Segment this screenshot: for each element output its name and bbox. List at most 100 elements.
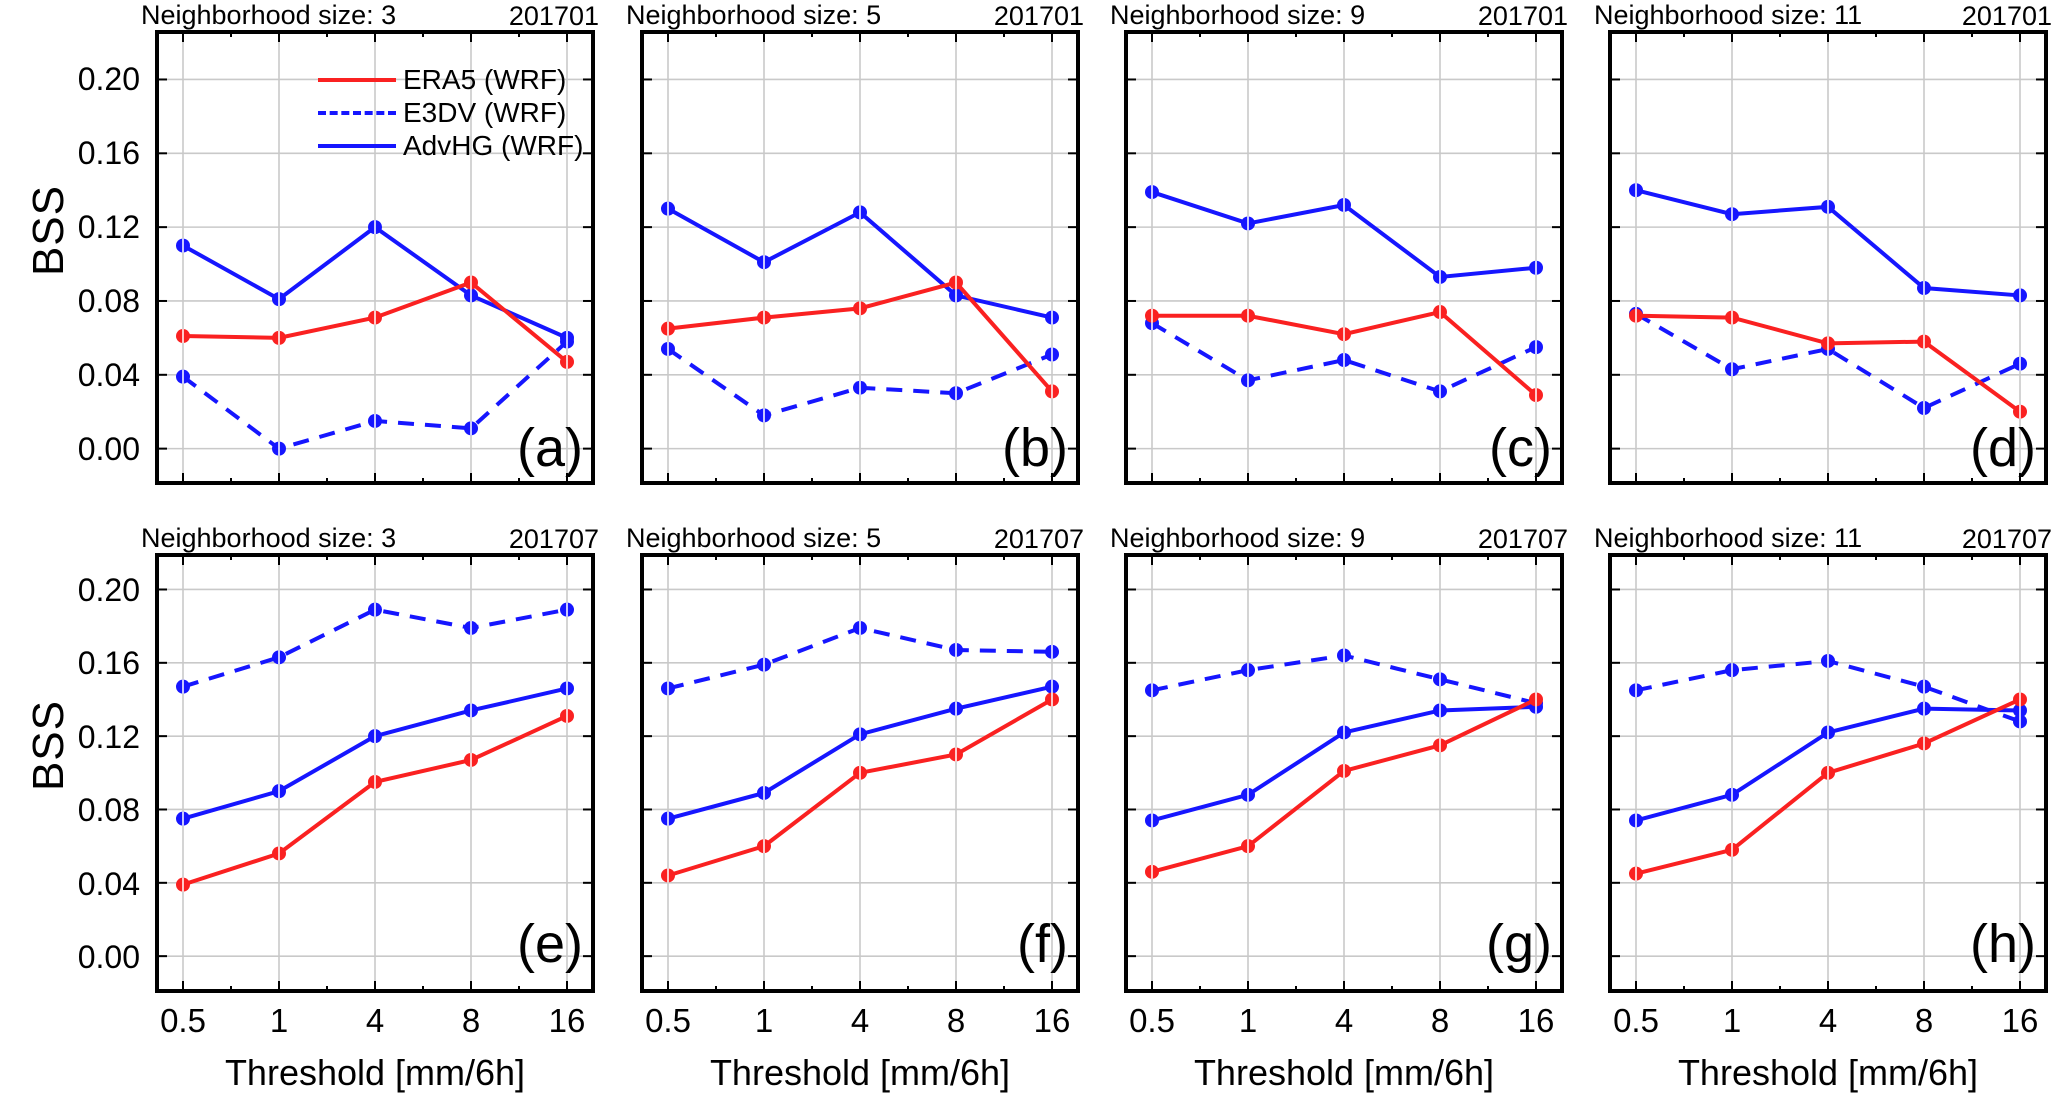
series-era5-wrf- — [176, 708, 574, 892]
plot-border — [1124, 30, 1564, 485]
y-tick-label: 0.12 — [77, 719, 140, 755]
gridlines — [640, 30, 1080, 485]
panel-title: Neighborhood size: 5 — [626, 523, 882, 553]
series-advhg-wrf- — [661, 679, 1059, 826]
panel-b: Neighborhood size: 5 201701 (b) — [626, 0, 1084, 485]
series-e3dv-wrf- — [176, 334, 574, 456]
x-tick-label: 8 — [946, 1002, 966, 1039]
series-line — [182, 607, 568, 689]
series-advhg-wrf- — [176, 681, 574, 826]
x-tick-label: 0.5 — [645, 1002, 691, 1039]
y-tick-label: 0.04 — [77, 357, 140, 393]
legend-label: ERA5 (WRF) — [403, 63, 567, 95]
legend-line-advhg — [318, 143, 396, 148]
panel-title: Neighborhood size: 3 — [141, 523, 397, 553]
plot-area-c — [1124, 30, 1564, 485]
x-axis-label: Threshold [mm/6h] — [224, 1052, 526, 1093]
panel-letter: (f) — [1017, 914, 1068, 974]
y-tick-label: 0.16 — [77, 135, 140, 171]
panel-period: 201707 — [993, 524, 1084, 554]
panel-d: Neighborhood size: 11 201701 (d) — [1594, 0, 2052, 485]
x-tick-label: 0.5 — [1129, 1002, 1175, 1039]
series-e3dv-wrf- — [661, 620, 1059, 696]
panel-a: Neighborhood size: 3 201701 ERA5 (WRF) E… — [141, 0, 599, 485]
series-advhg-wrf- — [1145, 185, 1543, 284]
y-tick-label: 0.20 — [77, 572, 140, 608]
plot-area-a — [155, 30, 595, 485]
x-tick-label: 1 — [269, 1002, 289, 1039]
legend-row: E3DV (WRF) — [318, 96, 583, 129]
panel-title: Neighborhood size: 9 — [1110, 523, 1366, 553]
series-era5-wrf- — [661, 275, 1059, 399]
x-tick-label: 1 — [754, 1002, 774, 1039]
panel-period: 201701 — [993, 1, 1084, 31]
panel-title: Neighborhood size: 5 — [626, 0, 882, 30]
plot-border — [1124, 553, 1564, 993]
panel-f: Neighborhood size: 5 201707 (f) — [626, 523, 1084, 993]
series-advhg-wrf- — [1629, 183, 2027, 303]
x-tick-label: 8 — [461, 1002, 481, 1039]
series-e3dv-wrf- — [1145, 316, 1543, 399]
x-axis-label: Threshold [mm/6h] — [1193, 1052, 1495, 1093]
series-era5-wrf- — [661, 692, 1059, 883]
series-era5-wrf- — [1629, 692, 2027, 881]
panel-letter: (g) — [1486, 914, 1552, 974]
panel-title: Neighborhood size: 9 — [1110, 0, 1366, 30]
plot-border — [640, 553, 1080, 993]
y-tick-label: 0.16 — [77, 645, 140, 681]
series-era5-wrf- — [176, 275, 574, 369]
plot-area-h — [1608, 553, 2048, 993]
legend-label: AdvHG (WRF) — [403, 129, 584, 161]
gridlines — [1124, 30, 1564, 485]
legend-line-era5 — [318, 77, 396, 82]
x-tick-label: 16 — [1517, 1002, 1555, 1039]
x-tick-label: 4 — [365, 1002, 385, 1039]
x-tick-label: 4 — [1818, 1002, 1838, 1039]
panel-letter: (d) — [1970, 418, 2036, 478]
panel-period: 201701 — [1961, 1, 2052, 31]
series-era5-wrf- — [1629, 308, 2027, 419]
panel-letter: (a) — [517, 418, 583, 478]
panel-period: 201707 — [1477, 524, 1568, 554]
legend-label: E3DV (WRF) — [403, 96, 567, 128]
series-e3dv-wrf- — [1629, 653, 2027, 729]
plot-area-f — [640, 553, 1080, 993]
plot-border — [155, 553, 595, 993]
series-e3dv-wrf- — [661, 341, 1059, 423]
x-tick-label: 1 — [1722, 1002, 1742, 1039]
series-advhg-wrf- — [1629, 701, 2027, 828]
x-tick-label: 8 — [1914, 1002, 1934, 1039]
y-tick-label: 0.12 — [77, 209, 140, 245]
y-tick-label: 0.00 — [77, 431, 140, 467]
legend-line-e3dv — [318, 110, 396, 115]
x-axis-label: Threshold [mm/6h] — [1677, 1052, 1979, 1093]
y-tick-label: 0.20 — [77, 61, 140, 97]
x-axis-label: Threshold [mm/6h] — [709, 1052, 1011, 1093]
panel-period: 201707 — [508, 524, 599, 554]
panel-title: Neighborhood size: 3 — [141, 0, 397, 30]
plot-area-g — [1124, 553, 1564, 993]
legend-row: ERA5 (WRF) — [318, 63, 583, 96]
x-tick-label: 0.5 — [1613, 1002, 1659, 1039]
series-e3dv-wrf- — [176, 602, 574, 694]
plot-area-d — [1608, 30, 2048, 485]
plot-area-e — [155, 553, 595, 993]
series-era5-wrf- — [1145, 305, 1543, 403]
gridlines — [1608, 30, 2048, 485]
x-tick-label: 4 — [1334, 1002, 1354, 1039]
series-era5-wrf- — [1145, 692, 1543, 879]
x-tick-label: 16 — [548, 1002, 586, 1039]
y-tick-label: 0.00 — [77, 939, 140, 975]
series-line — [1635, 312, 2021, 411]
plot-border — [155, 30, 595, 485]
legend: ERA5 (WRF) E3DV (WRF) AdvHG (WRF) — [318, 63, 583, 162]
x-tick-label: 16 — [2001, 1002, 2039, 1039]
panel-c: Neighborhood size: 9 201701 (c) — [1110, 0, 1568, 485]
series-advhg-wrf- — [1145, 699, 1543, 828]
plot-border — [1608, 553, 2048, 993]
y-tick-label: 0.04 — [77, 866, 140, 902]
legend-row: AdvHG (WRF) — [318, 129, 583, 162]
panel-letter: (e) — [517, 914, 583, 974]
panel-g: Neighborhood size: 9 201707 (g) — [1110, 523, 1568, 993]
x-tick-label: 16 — [1033, 1002, 1071, 1039]
